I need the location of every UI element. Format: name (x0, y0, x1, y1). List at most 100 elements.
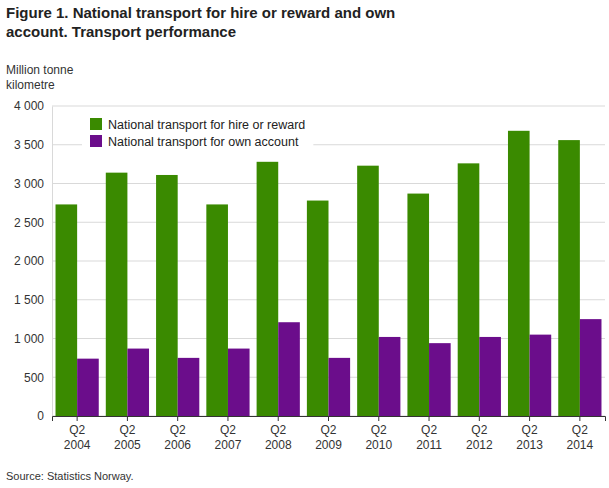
text-line: kilometre (6, 78, 55, 92)
x-tick-mark (529, 416, 530, 421)
y-axis-title: Million tonnekilometre (6, 63, 74, 92)
bar (206, 204, 228, 416)
text-line: 2008 (265, 438, 292, 452)
bar (508, 131, 530, 416)
x-tick: Q22008 (265, 416, 292, 452)
y-tick: 2 000 (14, 254, 52, 268)
x-tick-label: Q22005 (114, 423, 141, 452)
text-line: 2014 (567, 438, 594, 452)
x-tick-mark (227, 416, 228, 421)
grid-line (52, 106, 605, 107)
text-line: 2006 (164, 438, 191, 452)
text-line: 2005 (114, 438, 141, 452)
x-tick-mark (278, 416, 279, 421)
plot: 0 500 1 000 1 500 2 000 2 500 3 000 3 500 4 000 Q… (14, 99, 606, 451)
legend-background (82, 112, 313, 153)
bar (329, 358, 351, 416)
bar (278, 322, 300, 416)
text-line: account. Transport performance (6, 23, 236, 40)
bar (178, 358, 200, 416)
legend-swatch (90, 135, 102, 147)
text-line: Q2 (522, 423, 538, 437)
text-line: Q2 (471, 423, 487, 437)
bar (127, 349, 149, 416)
y-tick: 1 500 (14, 293, 52, 307)
x-tick-mark (127, 416, 128, 421)
x-tick-label: Q22011 (416, 423, 442, 452)
x-tick-mark (479, 416, 480, 421)
legend-swatch (90, 118, 102, 130)
y-tick: 4 000 (14, 99, 52, 113)
x-tick-label: Q22004 (64, 423, 91, 452)
x-tick-label: Q22009 (315, 423, 342, 452)
bar (558, 140, 580, 416)
x-tick-label: Q22014 (567, 423, 594, 452)
text-line: Q2 (572, 423, 588, 437)
y-tick-label: 2 000 (14, 254, 44, 268)
text-line: Q2 (170, 423, 186, 437)
x-axis: Q22004Q22005Q22006Q22007Q22008Q22009Q220… (53, 416, 606, 452)
y-tick: 2 500 (14, 216, 52, 230)
x-axis-line (53, 417, 606, 422)
y-tick: 500 (24, 371, 52, 385)
y-tick-label: 3 000 (14, 177, 44, 191)
x-tick-mark (328, 416, 329, 421)
text-line: 2012 (466, 438, 493, 452)
y-tick: 3 000 (14, 177, 52, 191)
x-tick: Q22013 (516, 416, 543, 452)
x-tick-label: Q22008 (265, 423, 292, 452)
bar (307, 201, 329, 416)
x-tick-mark (429, 416, 430, 421)
y-tick-label: 1 000 (14, 332, 44, 346)
text-line: Q2 (320, 423, 336, 437)
bar (580, 319, 602, 416)
text-line: 2011 (416, 438, 442, 452)
x-tick-label: Q22013 (516, 423, 543, 452)
y-axis-line (52, 107, 53, 417)
chart: Figure 1. National transport for hire or… (0, 0, 609, 488)
y-tick: 3 500 (14, 138, 52, 152)
x-tick: Q22010 (365, 416, 392, 452)
legend-label: National transport for own account (108, 135, 299, 149)
text-line: 2010 (365, 438, 392, 452)
bar (56, 204, 78, 416)
bar (156, 175, 178, 416)
x-tick: Q22004 (64, 416, 91, 452)
x-tick: Q22005 (114, 416, 141, 452)
bar (228, 349, 250, 416)
x-tick-mark (77, 416, 78, 421)
x-tick-label: Q22007 (215, 423, 242, 452)
text-line: 2009 (315, 438, 342, 452)
y-tick-label: 1 500 (14, 293, 44, 307)
x-tick: Q22011 (416, 416, 442, 452)
x-tick: Q22012 (466, 416, 493, 452)
y-tick-label: 0 (37, 409, 44, 423)
y-axis: 0 500 1 000 1 500 2 000 2 500 3 000 3 500 4 000 (14, 99, 53, 423)
text-line: Q2 (119, 423, 135, 437)
source: Source: Statistics Norway. (6, 470, 134, 482)
series (56, 131, 580, 416)
text-line: 2013 (516, 438, 543, 452)
x-tick-label: Q22010 (365, 423, 392, 452)
x-tick-mark (378, 416, 379, 421)
x-tick-mark (177, 416, 178, 421)
x-tick: Q22014 (567, 416, 594, 452)
text-line: 2007 (215, 438, 242, 452)
bar (77, 359, 99, 416)
bar (429, 343, 451, 416)
x-tick-label: Q22012 (466, 423, 493, 452)
legend-item: National transport for hire or reward (90, 118, 305, 132)
bar (530, 335, 552, 416)
bar (257, 162, 279, 416)
text-line: 2004 (64, 438, 91, 452)
bar (379, 337, 401, 416)
text-line: Figure 1. National transport for hire or… (6, 4, 395, 21)
x-tick: Q22009 (315, 416, 342, 452)
bar (357, 166, 379, 416)
text-line: Q2 (371, 423, 387, 437)
legend-label: National transport for hire or reward (108, 118, 305, 132)
text-line: Q2 (220, 423, 236, 437)
legend-item: National transport for own account (90, 135, 299, 149)
legend: National transport for hire or reward Nat… (82, 112, 313, 153)
y-tick-label: 4 000 (14, 99, 44, 113)
